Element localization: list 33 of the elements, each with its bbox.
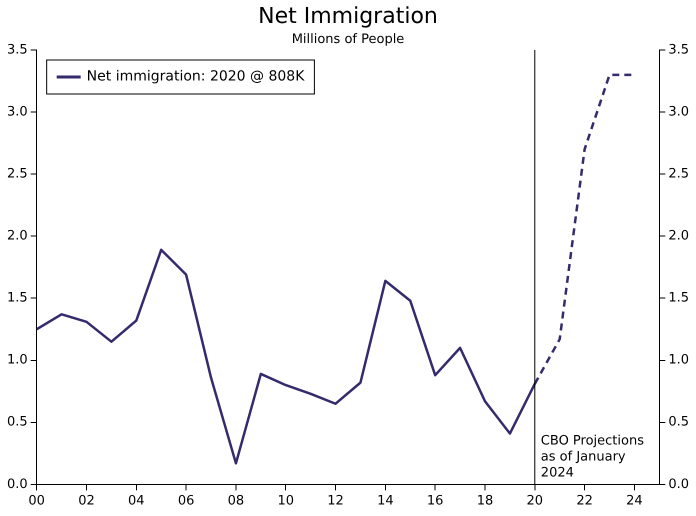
- y2-tick-label: 2.0: [668, 228, 690, 244]
- y-tick-label: 0.5: [6, 414, 28, 430]
- ref-line-label: CBO Projections as of January 2024: [540, 433, 644, 480]
- y-tick-label: 2.5: [6, 166, 28, 182]
- x-tick-label: 16: [426, 494, 444, 509]
- chart-subtitle: Millions of People: [292, 32, 404, 47]
- legend-label: Net immigration: 2020 @ 808K: [86, 68, 306, 85]
- x-tick-label: 14: [377, 494, 394, 509]
- x-tick-label: 18: [476, 494, 494, 509]
- y-tick-label: 3.5: [6, 42, 28, 58]
- x-tick-label: 00: [28, 494, 45, 509]
- y2-tick-label: 0.5: [668, 414, 690, 430]
- y2-tick-label: 1.0: [668, 352, 690, 368]
- x-tick-label: 20: [526, 494, 544, 509]
- chart-title: Net Immigration: [257, 4, 439, 30]
- x-tick-label: 12: [327, 494, 344, 509]
- y-tick-label: 2.0: [6, 228, 28, 244]
- x-tick-label: 10: [277, 494, 294, 509]
- y-tick-label: 1.0: [6, 352, 28, 368]
- y2-tick-label: 0.0: [668, 476, 690, 492]
- y2-tick-label: 2.5: [668, 166, 690, 182]
- x-tick-label: 24: [626, 494, 643, 509]
- x-tick-label: 06: [178, 494, 194, 509]
- x-tick-label: 02: [78, 494, 95, 509]
- y-tick-label: 0.0: [6, 476, 28, 492]
- y2-tick-label: 3.0: [668, 104, 690, 120]
- y2-tick-label: 1.5: [668, 290, 690, 306]
- x-tick-label: 04: [128, 494, 145, 509]
- y2-tick-label: 3.5: [668, 42, 690, 58]
- x-tick-label: 22: [576, 494, 593, 509]
- y-tick-label: 1.5: [6, 290, 28, 306]
- x-tick-label: 08: [228, 494, 244, 509]
- y-tick-label: 3.0: [6, 104, 28, 120]
